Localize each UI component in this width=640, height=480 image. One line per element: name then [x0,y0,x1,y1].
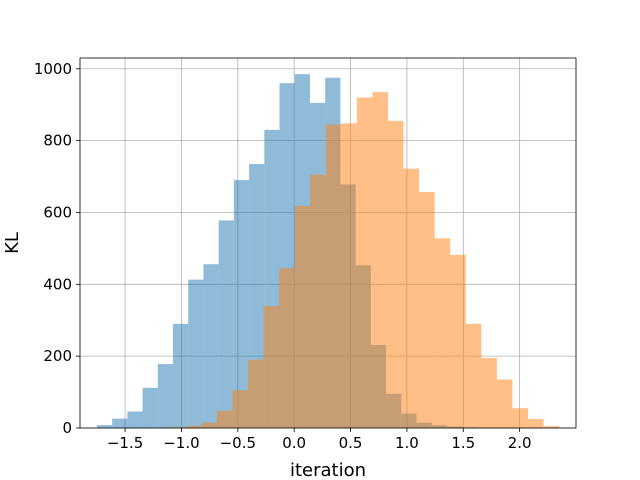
x-tick-label: 0.5 [339,434,363,452]
histogram-bar [232,390,248,428]
x-tick-label: −1.5 [107,434,143,452]
histogram-bar [372,92,388,428]
histogram-bar [325,124,342,429]
histogram-bars [96,74,560,429]
histogram-bar [142,387,158,428]
x-tick-label: 1.0 [395,434,419,452]
x-tick-label: −1.0 [163,434,199,452]
histogram-bar [450,254,466,428]
histogram-bar [465,323,482,428]
histogram-bar [512,408,528,428]
histogram-bar [188,279,204,428]
y-tick-label: 400 [43,275,72,293]
histogram-bar [294,206,311,428]
histogram-bar [112,418,128,428]
plot-frame [79,57,577,429]
histogram-bar [173,323,189,428]
histogram-bar [387,120,404,428]
histogram-bar [157,364,173,428]
histogram-bar [201,422,217,428]
histogram-bar [96,425,113,428]
y-tick-label: 0 [62,419,72,437]
histogram-bar [403,168,420,428]
histogram-bar [310,174,326,428]
histogram-bar [247,359,264,428]
histogram-bar [127,411,143,428]
histogram-bar [279,268,295,428]
y-tick-label: 800 [43,132,72,150]
histogram-bar [356,97,373,429]
x-axis-label: iteration [290,460,366,480]
histogram-bar [481,357,497,428]
histogram-bar [341,123,357,429]
histogram-bar [185,425,202,428]
y-axis-label: KL [2,232,23,254]
y-tick-label: 600 [43,203,72,221]
y-tick-label: 200 [43,347,72,365]
y-tick-label: 1000 [34,60,72,78]
histogram-bar [419,191,435,428]
x-tick-label: 2.0 [508,434,532,452]
histogram-bar [203,264,219,428]
axis-ticks: −1.5 −1.0 −0.5 0.0 0.5 1.0 1.5 2.0 0 200 400 600 800… [34,60,532,452]
histogram-bar [218,220,234,428]
histogram-bar [543,426,560,428]
x-tick-label: 1.5 [451,434,475,452]
series-2-bars [170,92,560,429]
histogram-bar [496,379,513,428]
histogram-bar [233,180,250,428]
x-tick-label: 0.0 [282,434,306,452]
histogram-bar [434,238,451,428]
histogram-bar [527,419,544,428]
histogram-bar [263,305,280,428]
histogram-bar [216,410,233,428]
x-tick-label: −0.5 [220,434,256,452]
